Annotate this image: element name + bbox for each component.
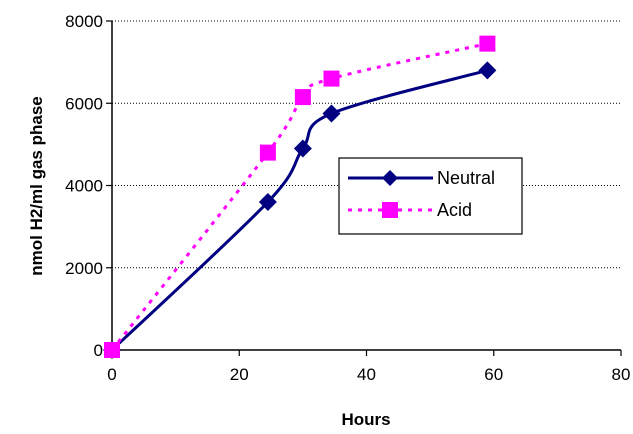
data-point-neutral bbox=[322, 104, 341, 123]
y-tick-label: 0 bbox=[94, 341, 103, 360]
gridlines bbox=[112, 20, 621, 269]
data-point-acid bbox=[104, 342, 120, 358]
data-point-neutral bbox=[478, 61, 497, 80]
x-tick-label: 0 bbox=[107, 365, 116, 384]
y-tick-label: 6000 bbox=[65, 94, 103, 113]
data-point-neutral bbox=[293, 139, 312, 158]
legend-label-neutral: Neutral bbox=[437, 168, 495, 188]
legend-marker-neutral bbox=[382, 170, 398, 186]
tick-labels: 0 2000 4000 6000 8000 0 20 40 60 80 bbox=[65, 12, 630, 384]
data-point-neutral bbox=[258, 192, 277, 211]
data-point-acid bbox=[294, 89, 311, 106]
series bbox=[103, 35, 497, 359]
x-tick-label: 40 bbox=[357, 365, 376, 384]
legend-label-acid: Acid bbox=[437, 200, 472, 220]
data-point-acid bbox=[259, 144, 276, 161]
y-tick-label: 8000 bbox=[65, 12, 103, 31]
axes bbox=[106, 20, 622, 356]
legend: Neutral Acid bbox=[338, 157, 523, 235]
x-axis-title: Hours bbox=[341, 410, 390, 429]
x-tick-label: 60 bbox=[484, 365, 503, 384]
legend-box bbox=[338, 157, 523, 235]
y-axis-title: nmol H2/ml gas phase bbox=[27, 96, 46, 276]
x-tick-label: 80 bbox=[612, 365, 631, 384]
data-point-acid bbox=[323, 70, 340, 87]
y-tick-label: 4000 bbox=[65, 177, 103, 196]
y-tick-label: 2000 bbox=[65, 259, 103, 278]
data-point-acid bbox=[479, 35, 496, 52]
x-tick-label: 20 bbox=[230, 365, 249, 384]
legend-marker-acid bbox=[382, 202, 398, 218]
